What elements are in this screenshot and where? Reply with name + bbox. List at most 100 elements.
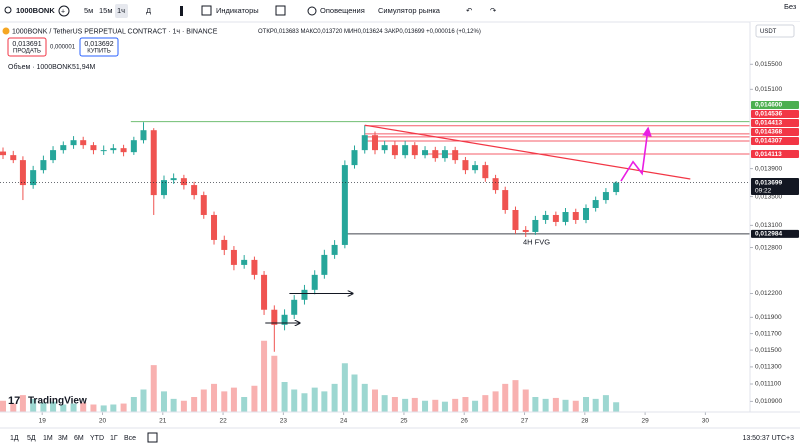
layout-icon[interactable]	[275, 5, 286, 16]
volume-bar	[472, 400, 479, 412]
x-tick-label: 28	[581, 418, 589, 425]
search-icon[interactable]	[4, 6, 12, 14]
candle-body	[532, 219, 539, 232]
range[interactable]: 1Г	[110, 435, 118, 442]
candle-body	[60, 145, 67, 151]
y-tick-label: 0,012800	[755, 244, 782, 251]
indicators-button[interactable]: Индикаторы	[216, 6, 259, 15]
interval[interactable]: 5м	[84, 6, 93, 15]
price-tag-label: 0,014368	[755, 129, 782, 136]
candle-body	[472, 165, 479, 171]
candle-body	[592, 200, 599, 208]
projection-path	[620, 126, 652, 182]
volume-bar	[261, 340, 268, 412]
replay-button[interactable]: Симулятор рынка	[378, 6, 441, 15]
candle-body	[110, 148, 117, 151]
legend-ohlc: ОТКР0,013683 МАКС0,013720 МИН0,013624 ЗА…	[258, 29, 481, 35]
volume-bar	[583, 397, 590, 412]
candle-body	[311, 274, 318, 290]
candle-body	[381, 145, 388, 151]
volume-bar	[10, 403, 17, 412]
candle-body	[170, 178, 177, 181]
compare-button[interactable]	[58, 5, 70, 17]
volume-value: 51,94M	[72, 64, 96, 71]
redo[interactable]: ↷	[490, 6, 497, 15]
candle-body	[70, 140, 77, 146]
candle-body	[0, 151, 7, 156]
compare-icon: +	[61, 8, 65, 15]
price-tag-label: 0,014536	[755, 111, 782, 118]
x-tick-label: 20	[99, 418, 107, 425]
volume-bar	[532, 397, 539, 412]
price-tag-label: 0,014600	[755, 102, 782, 109]
candle-body	[90, 145, 97, 151]
x-tick-label: 30	[702, 418, 710, 425]
alerts-icon	[307, 6, 317, 16]
range[interactable]: 1Д	[10, 435, 19, 442]
x-tick-label: 19	[39, 418, 47, 425]
symbol[interactable]: 1000BONK	[16, 6, 55, 15]
volume-bar	[70, 403, 77, 412]
x-tick-label: 21	[159, 418, 167, 425]
range[interactable]: 1М	[43, 435, 53, 442]
chart-type-icon[interactable]	[180, 6, 183, 16]
candle-body	[291, 299, 298, 315]
y-tick-label: 0,012200	[755, 290, 782, 297]
volume-bar	[331, 383, 338, 412]
range[interactable]: 5Д	[27, 435, 36, 442]
volume-bar	[30, 398, 37, 412]
volume-bar	[281, 382, 288, 412]
volume-bar	[613, 402, 620, 412]
last-price-tag	[751, 178, 799, 196]
candle-body	[50, 150, 57, 161]
interval[interactable]: 15м	[99, 6, 113, 15]
range[interactable]: 6М	[74, 435, 84, 442]
volume-bar	[150, 365, 157, 412]
price-tag	[751, 109, 799, 118]
candle-body	[432, 150, 439, 159]
price-tag	[751, 118, 799, 127]
date-range-icon[interactable]	[147, 432, 158, 443]
volume-bar	[381, 395, 388, 412]
interval[interactable]: 1ч	[117, 6, 125, 15]
range[interactable]: 3М	[58, 435, 68, 442]
candle-body	[241, 259, 248, 265]
candle-body	[542, 214, 549, 220]
candle-body	[402, 145, 409, 156]
currency: USDT	[760, 29, 777, 35]
volume-bar	[130, 397, 137, 412]
sell-button[interactable]	[7, 37, 47, 57]
x-tick-label: 22	[219, 418, 227, 425]
interval[interactable]: Д	[146, 6, 151, 15]
alerts-button[interactable]: Оповещения	[320, 6, 365, 15]
volume-bar	[411, 397, 418, 412]
symbol-logo	[2, 27, 10, 35]
clock: 13:50:37 UTC+3	[742, 435, 794, 442]
volume-bar	[191, 397, 198, 412]
price-tag-label: 0,012984	[755, 231, 782, 238]
price-tag-label: 0,014413	[755, 120, 782, 127]
x-tick-label: 26	[461, 418, 469, 425]
buy-button[interactable]	[79, 37, 119, 57]
interval-active	[115, 4, 128, 18]
range[interactable]: YTD	[90, 435, 104, 442]
volume-bar	[351, 374, 358, 412]
countdown: 09:22	[755, 187, 772, 194]
y-tick-label: 0,011900	[755, 314, 782, 321]
volume-bar	[170, 398, 177, 412]
range[interactable]: Все	[124, 435, 136, 442]
candle-body	[391, 145, 398, 156]
save-button[interactable]: Без	[784, 2, 797, 11]
undo[interactable]: ↶	[466, 6, 473, 15]
volume-bar	[452, 398, 459, 412]
volume-bar	[19, 395, 26, 412]
sell-price: 0,013691	[12, 41, 41, 48]
volume-bar	[221, 391, 228, 412]
buy-price: 0,013692	[84, 41, 113, 48]
volume-bar	[311, 387, 318, 412]
currency-select[interactable]	[755, 24, 795, 38]
candle-body	[120, 148, 127, 153]
candle-body	[613, 182, 620, 193]
